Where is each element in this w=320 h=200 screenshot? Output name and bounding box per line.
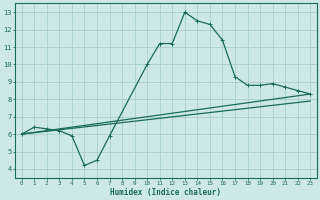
X-axis label: Humidex (Indice chaleur): Humidex (Indice chaleur) [110, 188, 221, 197]
